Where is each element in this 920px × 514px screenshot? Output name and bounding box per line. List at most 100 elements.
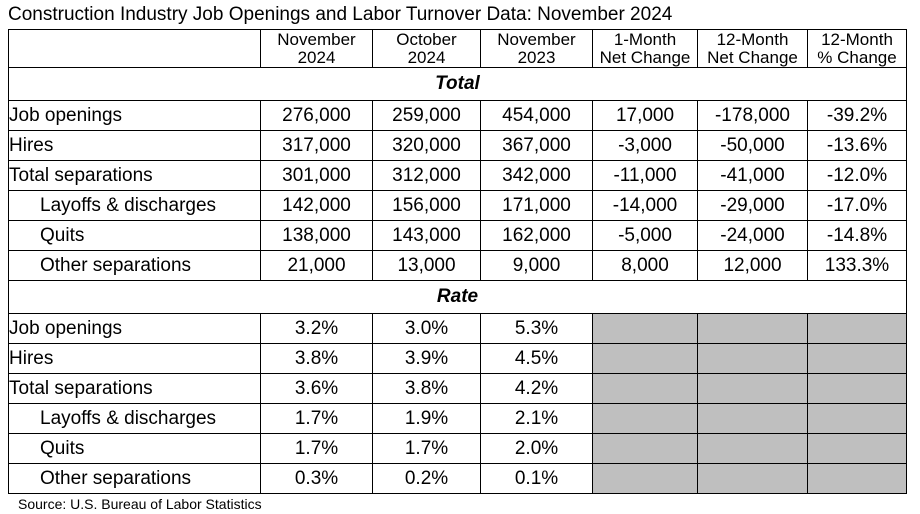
table-row-rate-separations: Total separations 3.6% 3.8% 4.2% bbox=[8, 373, 907, 404]
cell-value: 138,000 bbox=[260, 220, 373, 251]
row-label: Other separations bbox=[8, 250, 261, 281]
cell-value: 5.3% bbox=[480, 313, 593, 344]
source-note: Source: U.S. Bureau of Labor Statistics bbox=[18, 496, 262, 512]
row-label: Total separations bbox=[8, 160, 261, 191]
cell-value: 2.1% bbox=[480, 403, 593, 434]
table-row-total-layoffs: Layoffs & discharges 142,000 156,000 171… bbox=[8, 190, 907, 221]
header-12-month-pct-change: 12-Month % Change bbox=[807, 29, 907, 68]
cell-blank bbox=[807, 403, 907, 434]
cell-value: -29,000 bbox=[697, 190, 808, 221]
cell-value: -12.0% bbox=[807, 160, 907, 191]
header-line: November bbox=[497, 29, 576, 49]
row-label: Hires bbox=[8, 130, 261, 161]
cell-value: 143,000 bbox=[372, 220, 481, 251]
table-row-rate-job-openings: Job openings 3.2% 3.0% 5.3% bbox=[8, 313, 907, 344]
table-row-total-quits: Quits 138,000 143,000 162,000 -5,000 -24… bbox=[8, 220, 907, 251]
cell-blank bbox=[697, 463, 808, 494]
table-row-total-hires: Hires 317,000 320,000 367,000 -3,000 -50… bbox=[8, 130, 907, 161]
cell-value: 0.3% bbox=[260, 463, 373, 494]
cell-value: 9,000 bbox=[480, 250, 593, 281]
table-row-rate-other-separations: Other separations 0.3% 0.2% 0.1% bbox=[8, 463, 907, 494]
header-line: 1-Month bbox=[613, 29, 677, 49]
cell-value: 1.9% bbox=[372, 403, 481, 434]
cell-blank bbox=[697, 403, 808, 434]
cell-value: -3,000 bbox=[592, 130, 698, 161]
cell-value: -24,000 bbox=[697, 220, 808, 251]
section-header-total: Total bbox=[8, 67, 907, 101]
cell-value: 133.3% bbox=[807, 250, 907, 281]
cell-value: -41,000 bbox=[697, 160, 808, 191]
table-row-rate-hires: Hires 3.8% 3.9% 4.5% bbox=[8, 343, 907, 374]
header-line: Net Change bbox=[707, 47, 798, 67]
jolts-data-table: November 2024 October 2024 November 2023… bbox=[8, 29, 907, 494]
cell-value: 1.7% bbox=[260, 403, 373, 434]
cell-value: 367,000 bbox=[480, 130, 593, 161]
cell-value: 2.0% bbox=[480, 433, 593, 464]
table-row-rate-quits: Quits 1.7% 1.7% 2.0% bbox=[8, 433, 907, 464]
row-label: Layoffs & discharges bbox=[8, 190, 261, 221]
row-label: Total separations bbox=[8, 373, 261, 404]
cell-value: -11,000 bbox=[592, 160, 698, 191]
cell-value: 171,000 bbox=[480, 190, 593, 221]
cell-value: 0.2% bbox=[372, 463, 481, 494]
cell-blank bbox=[592, 433, 698, 464]
cell-value: 301,000 bbox=[260, 160, 373, 191]
header-line: 2024 bbox=[407, 47, 446, 67]
table-row-total-separations: Total separations 301,000 312,000 342,00… bbox=[8, 160, 907, 191]
cell-value: 21,000 bbox=[260, 250, 373, 281]
cell-blank bbox=[592, 463, 698, 494]
cell-value: 312,000 bbox=[372, 160, 481, 191]
section-label: Total bbox=[8, 67, 907, 101]
cell-blank bbox=[807, 433, 907, 464]
cell-value: -14.8% bbox=[807, 220, 907, 251]
table-row-rate-layoffs: Layoffs & discharges 1.7% 1.9% 2.1% bbox=[8, 403, 907, 434]
cell-value: -50,000 bbox=[697, 130, 808, 161]
cell-value: 3.0% bbox=[372, 313, 481, 344]
cell-blank bbox=[807, 313, 907, 344]
cell-blank bbox=[807, 373, 907, 404]
cell-value: -39.2% bbox=[807, 100, 907, 131]
header-line: 12-Month bbox=[716, 29, 789, 49]
row-label: Quits bbox=[8, 433, 261, 464]
header-12-month-net-change: 12-Month Net Change bbox=[697, 29, 808, 68]
cell-blank bbox=[592, 313, 698, 344]
row-label: Layoffs & discharges bbox=[8, 403, 261, 434]
cell-value: 276,000 bbox=[260, 100, 373, 131]
cell-value: 317,000 bbox=[260, 130, 373, 161]
cell-blank bbox=[592, 373, 698, 404]
row-label: Job openings bbox=[8, 100, 261, 131]
cell-blank bbox=[697, 373, 808, 404]
header-line: % Change bbox=[817, 47, 897, 67]
cell-value: 162,000 bbox=[480, 220, 593, 251]
section-label: Rate bbox=[8, 280, 907, 314]
cell-value: 3.8% bbox=[372, 373, 481, 404]
cell-value: 142,000 bbox=[260, 190, 373, 221]
cell-blank bbox=[592, 403, 698, 434]
cell-value: 3.2% bbox=[260, 313, 373, 344]
header-line: 2023 bbox=[517, 47, 556, 67]
cell-value: -178,000 bbox=[697, 100, 808, 131]
header-line: 2024 bbox=[297, 47, 336, 67]
header-1-month-net-change: 1-Month Net Change bbox=[592, 29, 698, 68]
cell-value: 17,000 bbox=[592, 100, 698, 131]
header-nov-2024: November 2024 bbox=[260, 29, 373, 68]
row-label: Quits bbox=[8, 220, 261, 251]
cell-value: 8,000 bbox=[592, 250, 698, 281]
cell-value: 259,000 bbox=[372, 100, 481, 131]
cell-value: 12,000 bbox=[697, 250, 808, 281]
cell-value: 1.7% bbox=[372, 433, 481, 464]
section-header-rate: Rate bbox=[8, 280, 907, 314]
cell-value: 3.6% bbox=[260, 373, 373, 404]
row-label: Hires bbox=[8, 343, 261, 374]
cell-value: 1.7% bbox=[260, 433, 373, 464]
cell-blank bbox=[807, 463, 907, 494]
header-line: November bbox=[277, 29, 356, 49]
cell-value: 320,000 bbox=[372, 130, 481, 161]
cell-value: 4.5% bbox=[480, 343, 593, 374]
header-oct-2024: October 2024 bbox=[372, 29, 481, 68]
cell-value: 13,000 bbox=[372, 250, 481, 281]
cell-value: 156,000 bbox=[372, 190, 481, 221]
header-row: November 2024 October 2024 November 2023… bbox=[8, 29, 907, 68]
row-label: Job openings bbox=[8, 313, 261, 344]
